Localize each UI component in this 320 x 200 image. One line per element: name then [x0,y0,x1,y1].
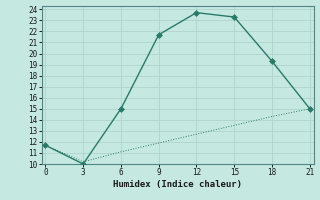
X-axis label: Humidex (Indice chaleur): Humidex (Indice chaleur) [113,180,242,189]
